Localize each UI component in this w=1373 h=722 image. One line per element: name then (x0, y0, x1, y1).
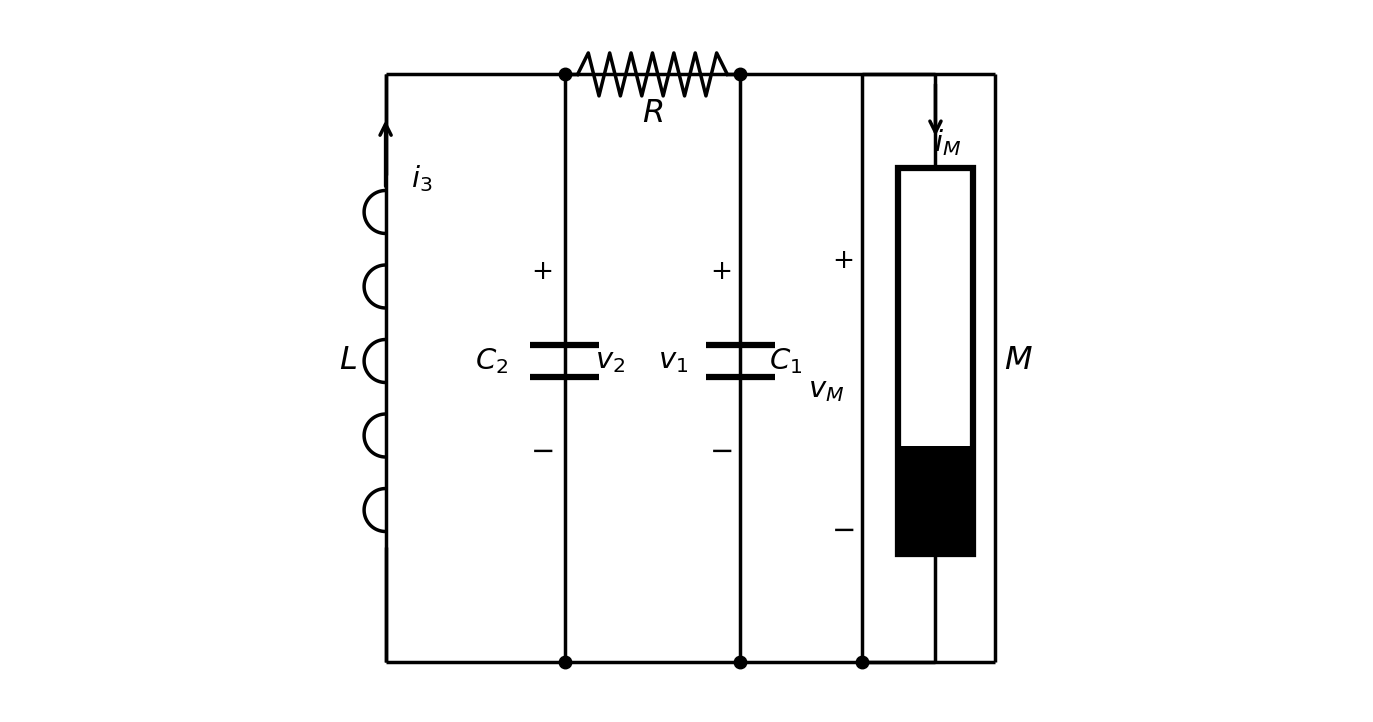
Text: $i_3$: $i_3$ (411, 163, 432, 193)
Text: $C_1$: $C_1$ (769, 346, 802, 376)
Text: $v_M$: $v_M$ (809, 375, 844, 404)
Text: $+$: $+$ (531, 259, 552, 284)
Text: $C_2$: $C_2$ (475, 346, 508, 376)
Text: $L$: $L$ (339, 346, 357, 376)
Bar (898, 446, 973, 554)
Text: $v_2$: $v_2$ (595, 347, 625, 375)
Text: $-$: $-$ (710, 436, 733, 465)
Text: $v_1$: $v_1$ (659, 347, 689, 375)
Bar (898, 168, 973, 554)
Text: $M$: $M$ (1004, 346, 1032, 376)
Text: $i_M$: $i_M$ (934, 127, 961, 158)
Text: $-$: $-$ (831, 515, 854, 544)
Text: $+$: $+$ (710, 259, 732, 284)
Text: $R$: $R$ (643, 98, 663, 129)
Text: $-$: $-$ (530, 436, 553, 465)
Text: $+$: $+$ (832, 248, 853, 273)
